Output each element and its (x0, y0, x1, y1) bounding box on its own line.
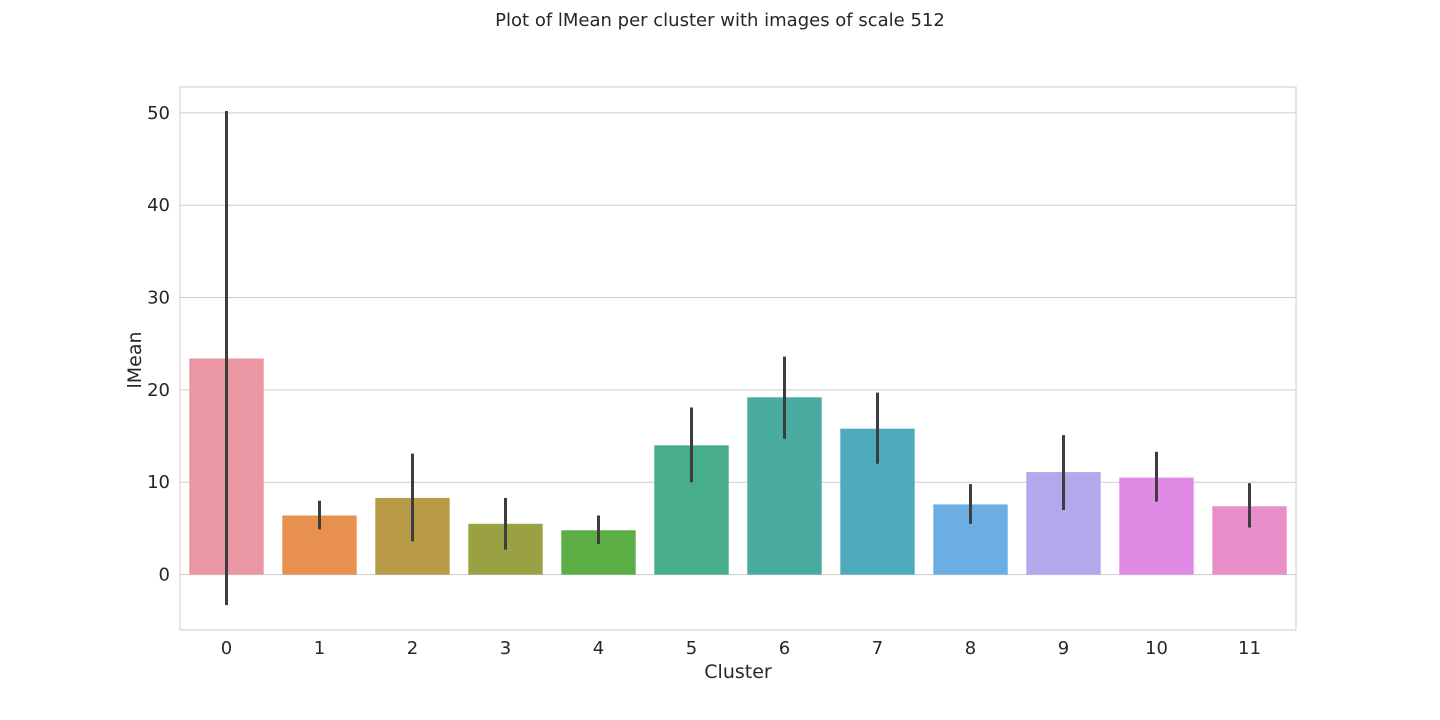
y-tick-20: 20 (147, 380, 170, 401)
x-tick-8: 8 (965, 638, 976, 659)
x-tick-9: 9 (1058, 638, 1069, 659)
x-tick-10: 10 (1145, 638, 1168, 659)
y-tick-40: 40 (147, 195, 170, 216)
y-tick-30: 30 (147, 288, 170, 309)
x-tick-11: 11 (1238, 638, 1261, 659)
chart-title: Plot of lMean per cluster with images of… (495, 10, 945, 31)
y-tick-labels: 0 10 20 30 40 50 (147, 103, 170, 586)
y-tick-0: 0 (159, 565, 170, 586)
x-tick-labels: 0 1 2 3 4 5 6 7 8 9 10 11 (221, 638, 1261, 659)
x-tick-0: 0 (221, 638, 232, 659)
grid-lines (180, 112, 1296, 576)
x-tick-4: 4 (593, 638, 604, 659)
x-tick-2: 2 (407, 638, 418, 659)
y-tick-50: 50 (147, 103, 170, 124)
y-axis-label: lMean (124, 331, 146, 388)
y-tick-10: 10 (147, 472, 170, 493)
x-tick-1: 1 (314, 638, 325, 659)
x-axis-label: Cluster (704, 661, 772, 683)
x-tick-6: 6 (779, 638, 790, 659)
plot-area (179, 86, 1297, 631)
x-tick-3: 3 (500, 638, 511, 659)
error-bars (225, 111, 1251, 606)
x-tick-7: 7 (872, 638, 883, 659)
x-tick-5: 5 (686, 638, 697, 659)
